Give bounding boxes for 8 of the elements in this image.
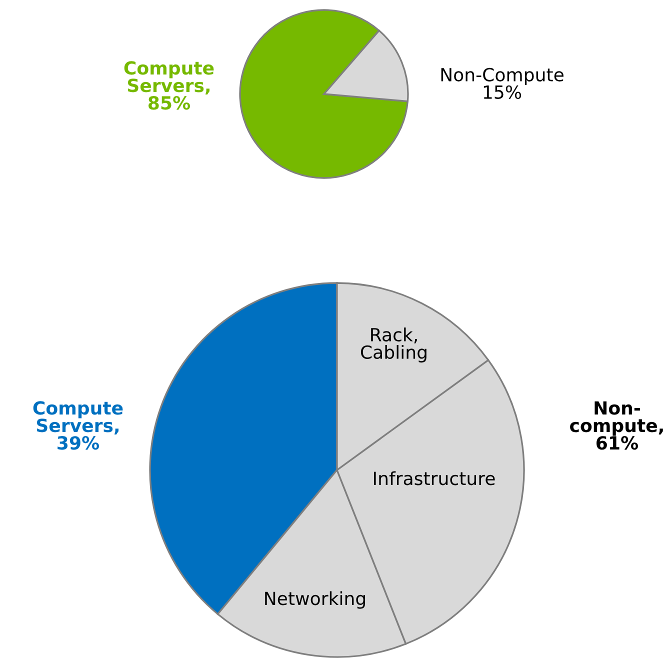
slice-label: Non-Compute 15% (441, 68, 564, 99)
slice-label: Rack, Cabling (360, 328, 426, 362)
slice-label: Networking (265, 591, 366, 609)
slice-label: Compute Servers, 39% (33, 401, 123, 450)
text: Non-compute, 61% (570, 401, 663, 450)
pie-slice (239, 9, 409, 179)
slice-label: Compute Servers, 85% (124, 61, 214, 110)
slice-label: Infrastructure (374, 471, 495, 486)
